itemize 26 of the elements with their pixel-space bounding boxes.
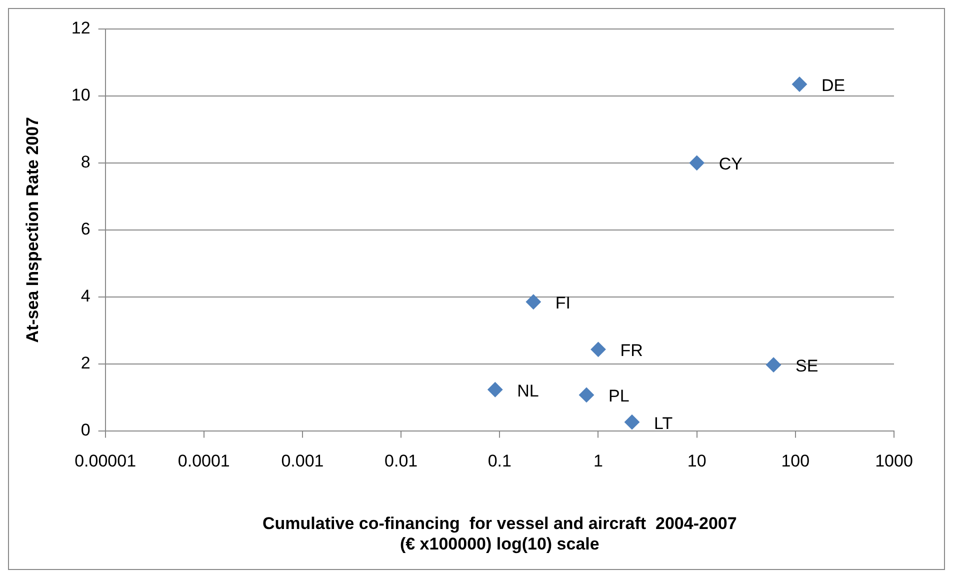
x-tick-label: 10 — [687, 452, 706, 471]
x-tick-label: 100 — [781, 452, 810, 471]
y-tick-label: 6 — [80, 220, 90, 239]
annotation: PL — [608, 386, 630, 406]
x-tick-label: 0.01 — [384, 452, 418, 471]
annotation: DE — [821, 76, 846, 95]
y-tick-label: 8 — [80, 152, 90, 172]
y-tick-label: 4 — [80, 286, 90, 306]
x-tick-label: 0.001 — [281, 452, 324, 471]
y-tick-label: 2 — [80, 354, 90, 373]
x-tick-label: 0.00001 — [74, 452, 136, 471]
annotation: CY — [718, 154, 742, 174]
y-tick-label: 12 — [71, 18, 90, 38]
x-axis-title: Cumulative co-financing for vessel and aircraft 2004-2007 (€ x100000) log(10) scale — [262, 514, 737, 554]
annotation: FI — [555, 294, 571, 313]
x-tick-label: 1000 — [875, 452, 913, 471]
annotation: SE — [796, 356, 818, 376]
y-tick-label: 0 — [80, 420, 90, 440]
y-axis-title: At-sea Inspection Rate 2007 — [22, 116, 42, 343]
annotation: LT — [654, 414, 673, 433]
x-tick-label: 0.0001 — [178, 452, 230, 471]
x-tick-label: 1 — [594, 452, 603, 471]
x-tick-label: 0.1 — [488, 452, 512, 471]
y-tick-label: 10 — [71, 86, 90, 105]
annotation: FR — [620, 341, 643, 360]
annotation: NL — [517, 381, 539, 400]
